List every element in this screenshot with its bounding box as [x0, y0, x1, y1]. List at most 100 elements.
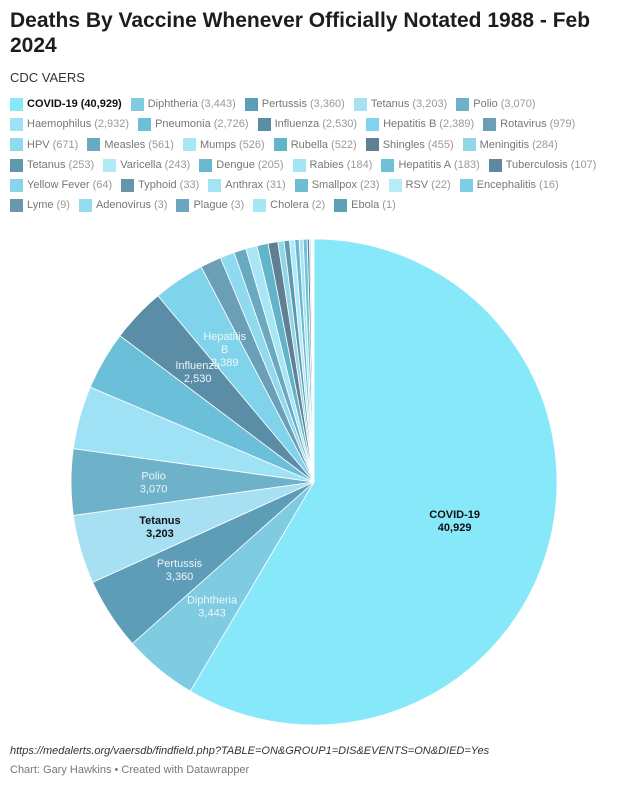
legend-item: Yellow Fever (64)	[10, 177, 112, 194]
legend-item: Lyme (9)	[10, 197, 70, 214]
legend-value: (3,360)	[309, 98, 345, 110]
legend-swatch	[483, 118, 497, 131]
legend-label: Rotavirus	[500, 118, 547, 131]
legend-label: Cholera	[270, 199, 309, 212]
legend-item: Haemophilus (2,932)	[10, 116, 129, 133]
legend-swatch	[462, 138, 476, 152]
legend-label: Pertussis	[261, 98, 307, 110]
slice-label-name: Pertussis	[157, 558, 203, 570]
legend-item: Hepatitis A (183)	[381, 157, 480, 174]
legend-swatch	[176, 199, 190, 212]
legend-item: Influenza (2,530)	[257, 116, 357, 133]
legend-label: Smallpox	[311, 179, 357, 191]
legend-label: Yellow Fever	[27, 179, 90, 191]
legend-item: Measles (561)	[87, 137, 174, 154]
legend-value: (64)	[92, 179, 113, 191]
legend-value: (3)	[230, 199, 245, 212]
legend-swatch	[365, 138, 379, 152]
legend-value: (3,070)	[500, 98, 536, 110]
legend-swatch	[292, 158, 306, 172]
legend-swatch	[273, 138, 287, 152]
legend-label: Meningitis	[479, 138, 530, 151]
legend-swatch	[10, 97, 23, 111]
legend-swatch	[199, 158, 213, 172]
legend-value: (455)	[427, 138, 454, 151]
legend-label: Tetanus	[370, 98, 410, 110]
legend-value: (979)	[549, 118, 576, 131]
legend-item: Tetanus (253)	[10, 157, 94, 174]
legend-item: Adenovirus (3)	[78, 197, 167, 214]
legend-swatch	[366, 118, 380, 131]
legend-swatch	[381, 158, 395, 172]
legend-label: Diphtheria	[147, 98, 198, 110]
slice-label-name: Influenza	[175, 360, 221, 372]
legend-item: Plague (3)	[176, 197, 244, 214]
legend-label: Lyme	[27, 199, 54, 212]
legend-item: Pneumonia (2,726)	[138, 116, 249, 133]
slice-label-name: B	[221, 344, 228, 356]
legend-swatch	[182, 138, 196, 152]
chart-legend: COVID-19 (40,929) Diphtheria (3,443) Pertuss…	[10, 96, 620, 218]
legend-item: Rubella (522)	[273, 137, 357, 154]
legend-item: Rabies (184)	[292, 157, 373, 174]
legend-label: Hepatitis B	[383, 118, 437, 131]
slice-label-value: 2,530	[184, 373, 212, 385]
legend-item: Encephalitis (16)	[459, 177, 559, 194]
legend-item: Hepatitis B (2,389)	[366, 116, 474, 133]
legend-label: Hepatitis A	[398, 158, 452, 171]
legend-label: Ebola	[351, 199, 380, 212]
legend-label: Influenza	[274, 118, 320, 131]
slice-label-value: 3,360	[166, 571, 194, 583]
slice-label-value: 40,929	[438, 522, 472, 534]
legend-label: Plague	[193, 199, 228, 212]
legend-item: Shingles (455)	[365, 137, 454, 154]
legend-item: Diphtheria (3,443)	[130, 96, 236, 113]
legend-value: (9)	[56, 199, 70, 212]
legend-label: HPV	[27, 138, 50, 151]
legend-label: RSV	[405, 179, 429, 191]
legend-item: Rotavirus (979)	[483, 116, 575, 133]
legend-value: (2,389)	[439, 118, 475, 131]
legend-item: Tetanus (3,203)	[353, 96, 447, 113]
legend-swatch	[456, 97, 470, 111]
legend-label: Encephalitis	[476, 179, 537, 191]
legend-item: RSV (22)	[388, 177, 451, 194]
legend-value: (184)	[346, 158, 373, 171]
legend-value: (2,932)	[94, 118, 130, 131]
slice-label-value: 3,070	[140, 484, 168, 496]
legend-item: Varicella (243)	[103, 157, 190, 174]
legend-label: Typhoid	[138, 179, 177, 191]
slice-label-name: Polio	[141, 471, 165, 483]
legend-swatch	[353, 97, 367, 111]
slice-label-value: 3,203	[146, 528, 174, 540]
legend-label: Rubella	[290, 138, 329, 151]
legend-item: Smallpox (23)	[294, 177, 380, 194]
legend-item: Cholera (2)	[253, 197, 325, 214]
legend-swatch	[10, 118, 23, 131]
legend-item: COVID-19 (40,929)	[10, 96, 122, 113]
legend-item: Typhoid (33)	[121, 177, 199, 194]
legend-swatch	[130, 97, 144, 111]
legend-value: (107)	[570, 158, 597, 171]
legend-value: (1)	[382, 199, 396, 212]
legend-label: Tuberculosis	[505, 158, 568, 171]
legend-swatch	[121, 178, 135, 192]
slice-label-value: 3,443	[198, 607, 226, 619]
legend-value: (3,443)	[200, 98, 236, 110]
legend-item: Anthrax (31)	[208, 177, 286, 194]
legend-label: Mumps	[199, 138, 237, 151]
legend-item: HPV (671)	[10, 137, 78, 154]
legend-value: (526)	[239, 138, 265, 151]
chart-source[interactable]: https://medalerts.org/vaersdb/findfield.…	[10, 745, 490, 757]
legend-value: (561)	[148, 138, 174, 151]
legend-label: Shingles	[382, 138, 425, 151]
legend-value: (284)	[532, 138, 558, 151]
pie-slice	[189, 238, 558, 726]
slice-label-name: Tetanus	[139, 515, 180, 527]
legend-item: Ebola (1)	[334, 197, 396, 214]
legend-swatch	[244, 97, 258, 111]
legend-label: Tetanus	[27, 158, 66, 171]
legend-label: Polio	[473, 98, 498, 110]
legend-swatch	[10, 158, 23, 172]
